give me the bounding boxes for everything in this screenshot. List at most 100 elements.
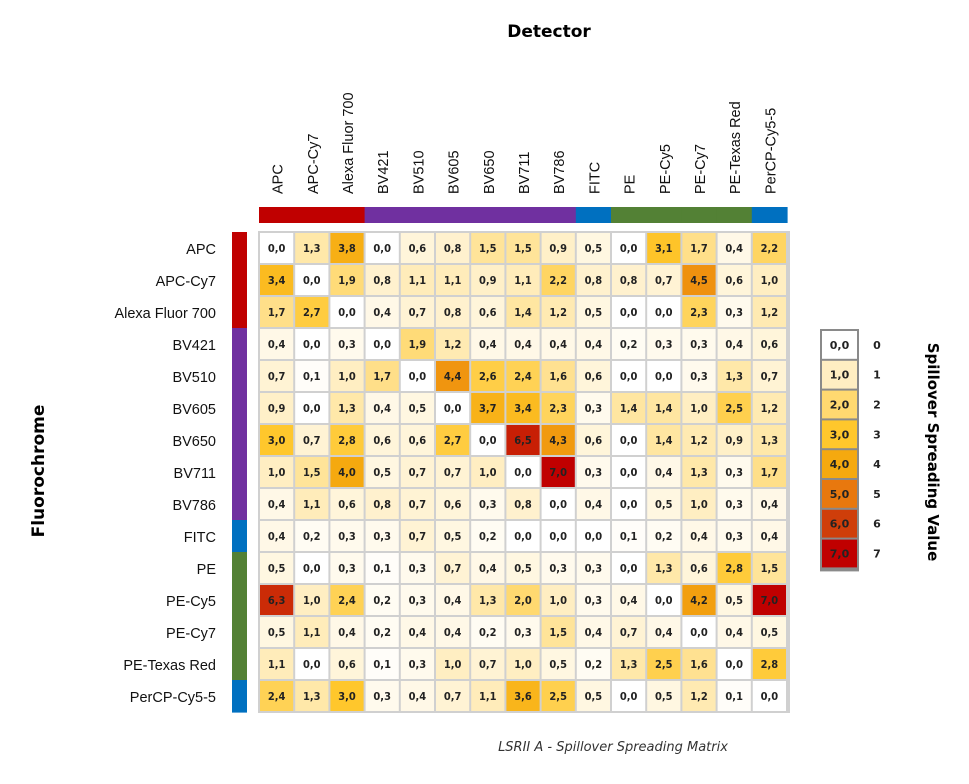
cell-value-label: 0,7 <box>409 306 427 319</box>
cell-value-label: 3,7 <box>479 402 497 415</box>
cell-value-label: 0,0 <box>655 594 673 607</box>
heatmap-cell <box>260 585 294 615</box>
heatmap-cell <box>436 361 470 391</box>
cell-value-label: 0,3 <box>725 306 743 319</box>
heatmap-cell <box>365 329 399 359</box>
heatmap-cell <box>541 681 575 711</box>
cell-value-label: 0,7 <box>444 562 462 575</box>
colorbar-swatch-label: 2,0 <box>830 399 850 412</box>
heatmap-cell <box>365 233 399 263</box>
heatmap-cell <box>436 297 470 327</box>
cell-value-label: 0,1 <box>620 530 638 543</box>
heatmap-cell <box>506 233 540 263</box>
heatmap-cell <box>400 329 434 359</box>
row-label: BV510 <box>172 370 216 386</box>
cell-value-label: 0,4 <box>444 594 462 607</box>
cell-value-label: 0,6 <box>690 562 708 575</box>
heatmap-cell <box>682 649 716 679</box>
cell-value-label: 0,7 <box>444 466 462 479</box>
heatmap-cell <box>365 297 399 327</box>
heatmap-cell <box>436 457 470 487</box>
heatmap-cell <box>400 265 434 295</box>
cell-value-label: 1,5 <box>514 242 532 255</box>
cell-value-label: 0,0 <box>620 562 638 575</box>
cell-value-label: 0,2 <box>479 626 497 639</box>
heatmap-cell <box>682 393 716 423</box>
heatmap-cell <box>260 617 294 647</box>
heatmap-cell <box>506 489 540 519</box>
column-label: BV510 <box>411 150 427 194</box>
cell-value-label: 0,4 <box>725 626 743 639</box>
cell-value-label: 0,7 <box>444 690 462 703</box>
cell-value-label: 0,4 <box>690 530 708 543</box>
cell-value-label: 1,7 <box>761 466 779 479</box>
cell-value-label: 0,8 <box>373 274 391 287</box>
heatmap-cell <box>400 489 434 519</box>
heatmap-cells: 0,0 1,3 3,8 0,0 0,6 0,8 1,5 1,5 0,9 0,5 0,0 3,1 1,7 0… <box>260 233 786 711</box>
row-laser-bar <box>232 360 247 393</box>
cell-value-label: 0,0 <box>268 242 286 255</box>
heatmap-cell <box>400 553 434 583</box>
heatmap-cell <box>295 425 329 455</box>
heatmap-cell <box>717 553 751 583</box>
heatmap-cell <box>400 233 434 263</box>
cell-value-label: 0,0 <box>620 690 638 703</box>
heatmap-cell <box>506 265 540 295</box>
cell-value-label: 1,3 <box>725 370 743 383</box>
heatmap-cell <box>752 585 786 615</box>
column-label: BV711 <box>517 152 533 194</box>
cell-value-label: 0,0 <box>338 306 356 319</box>
cell-value-label: 0,6 <box>444 498 462 511</box>
heatmap-cell <box>365 425 399 455</box>
column-laser-bar <box>646 207 682 223</box>
cell-value-label: 1,0 <box>268 466 286 479</box>
row-laser-bar <box>232 456 247 489</box>
cell-value-label: 0,3 <box>655 338 673 351</box>
y-axis-label: Fluorochrome <box>29 405 49 538</box>
row-laser-bar <box>232 488 247 521</box>
heatmap-cell <box>541 361 575 391</box>
cell-value-label: 0,8 <box>620 274 638 287</box>
heatmap-cell <box>436 265 470 295</box>
cell-value-label: 0,3 <box>725 466 743 479</box>
heatmap-cell <box>576 265 610 295</box>
cell-value-label: 1,0 <box>761 274 779 287</box>
cell-value-label: 0,2 <box>585 658 603 671</box>
heatmap-cell <box>295 457 329 487</box>
heatmap-cell <box>295 617 329 647</box>
heatmap-cell <box>471 361 505 391</box>
cell-value-label: 0,0 <box>479 434 497 447</box>
heatmap-cell <box>436 649 470 679</box>
heatmap-cell <box>682 265 716 295</box>
cell-value-label: 0,4 <box>549 338 567 351</box>
cell-value-label: 1,0 <box>690 402 708 415</box>
row-label: PE-Texas Red <box>123 658 216 674</box>
cell-value-label: 0,3 <box>409 594 427 607</box>
heatmap-cell <box>506 553 540 583</box>
cell-value-label: 1,3 <box>761 434 779 447</box>
cell-value-label: 1,3 <box>655 562 673 575</box>
heatmap-cell <box>471 233 505 263</box>
row-label: BV650 <box>172 434 216 450</box>
heatmap-cell <box>752 297 786 327</box>
heatmap-cell <box>400 393 434 423</box>
heatmap-cell <box>612 425 646 455</box>
column-laser-bar <box>329 207 366 223</box>
heatmap-cell <box>471 393 505 423</box>
cell-value-label: 0,7 <box>303 434 321 447</box>
cell-value-label: 1,1 <box>268 658 286 671</box>
heatmap-cell <box>436 521 470 551</box>
cell-value-label: 0,3 <box>725 498 743 511</box>
heatmap-cell <box>471 265 505 295</box>
row-label: BV786 <box>172 498 216 514</box>
cell-value-label: 0,0 <box>373 242 391 255</box>
heatmap-cell <box>436 489 470 519</box>
cell-value-label: 1,0 <box>479 466 497 479</box>
cell-value-label: 0,5 <box>585 690 603 703</box>
colorbar-swatch-label: 5,0 <box>830 488 850 501</box>
cell-value-label: 0,5 <box>409 402 427 415</box>
cell-value-label: 0,5 <box>373 466 391 479</box>
heatmap-cell <box>717 297 751 327</box>
heatmap-cell <box>752 489 786 519</box>
heatmap-cell <box>365 393 399 423</box>
